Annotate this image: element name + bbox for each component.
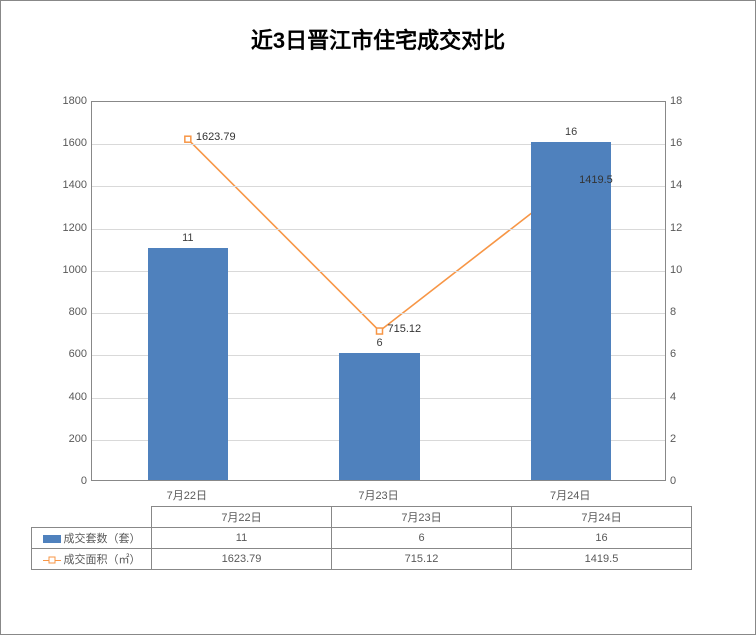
y-left-tick: 600 bbox=[69, 348, 87, 360]
y-left-tick: 1600 bbox=[63, 137, 87, 149]
y-left-tick: 1200 bbox=[63, 222, 87, 234]
legend-cell: 成交面积（㎡） bbox=[32, 549, 152, 570]
table-cell: 7月23日 bbox=[332, 507, 512, 528]
table-cell: 7月22日 bbox=[152, 507, 332, 528]
line-value-label: 1623.79 bbox=[196, 131, 236, 143]
y-right-tick: 12 bbox=[670, 222, 682, 234]
legend-cell: 成交套数（套） bbox=[32, 528, 152, 549]
y-right-tick: 14 bbox=[670, 179, 682, 191]
bar bbox=[531, 142, 612, 480]
bar-value-label: 11 bbox=[182, 232, 193, 244]
x-category-label: 7月22日 bbox=[167, 487, 207, 503]
chart-title: 近3日晋江市住宅成交对比 bbox=[1, 1, 755, 55]
table-cell: 715.12 bbox=[332, 549, 512, 570]
y-right-tick: 2 bbox=[670, 433, 676, 445]
y-axis-left: 020040060080010001200140016001800 bbox=[1, 101, 91, 481]
bar bbox=[148, 248, 229, 480]
y-right-tick: 10 bbox=[670, 264, 682, 276]
y-axis-right: 024681012141618 bbox=[666, 101, 706, 481]
legend-swatch-line-icon bbox=[43, 556, 61, 564]
table-cell: 6 bbox=[332, 528, 512, 549]
data-table: 7月22日7月23日7月24日成交套数（套） 11616 成交面积（㎡） 1623.7… bbox=[31, 506, 692, 570]
y-left-tick: 1800 bbox=[63, 95, 87, 107]
table-cell: 1623.79 bbox=[152, 549, 332, 570]
y-left-tick: 400 bbox=[69, 391, 87, 403]
table-cell: 7月24日 bbox=[512, 507, 692, 528]
table-row: 7月22日7月23日7月24日 bbox=[32, 507, 692, 528]
table-cell: 11 bbox=[152, 528, 332, 549]
line-value-label: 715.12 bbox=[388, 323, 422, 335]
y-left-tick: 800 bbox=[69, 306, 87, 318]
plot-area: 11 6 16 1623.79 715.12 1419.5 bbox=[91, 101, 666, 481]
y-left-tick: 1000 bbox=[63, 264, 87, 276]
y-right-tick: 16 bbox=[670, 137, 682, 149]
y-right-tick: 6 bbox=[670, 348, 676, 360]
line-value-label: 1419.5 bbox=[579, 174, 613, 186]
table-cell: 1419.5 bbox=[512, 549, 692, 570]
y-right-tick: 0 bbox=[670, 475, 676, 487]
table-cell: 16 bbox=[512, 528, 692, 549]
legend-swatch-bar-icon bbox=[43, 535, 61, 543]
x-category-label: 7月23日 bbox=[358, 487, 398, 503]
x-category-label: 7月24日 bbox=[550, 487, 590, 503]
bar-value-label: 16 bbox=[565, 126, 577, 138]
y-left-tick: 1400 bbox=[63, 179, 87, 191]
y-left-tick: 0 bbox=[81, 475, 87, 487]
bar bbox=[339, 353, 420, 480]
bar-value-label: 6 bbox=[376, 337, 382, 349]
chart-container: 近3日晋江市住宅成交对比 116161623.79715.121419.5 02… bbox=[0, 0, 756, 635]
y-left-tick: 200 bbox=[69, 433, 87, 445]
y-right-tick: 4 bbox=[670, 391, 676, 403]
legend-text: 成交套数（套） bbox=[64, 533, 141, 545]
y-right-tick: 8 bbox=[670, 306, 676, 318]
y-right-tick: 18 bbox=[670, 95, 682, 107]
legend-text: 成交面积（㎡） bbox=[64, 554, 141, 566]
table-row: 成交面积（㎡） 1623.79715.121419.5 bbox=[32, 549, 692, 570]
legend-cell bbox=[32, 507, 152, 528]
table-row: 成交套数（套） 11616 bbox=[32, 528, 692, 549]
